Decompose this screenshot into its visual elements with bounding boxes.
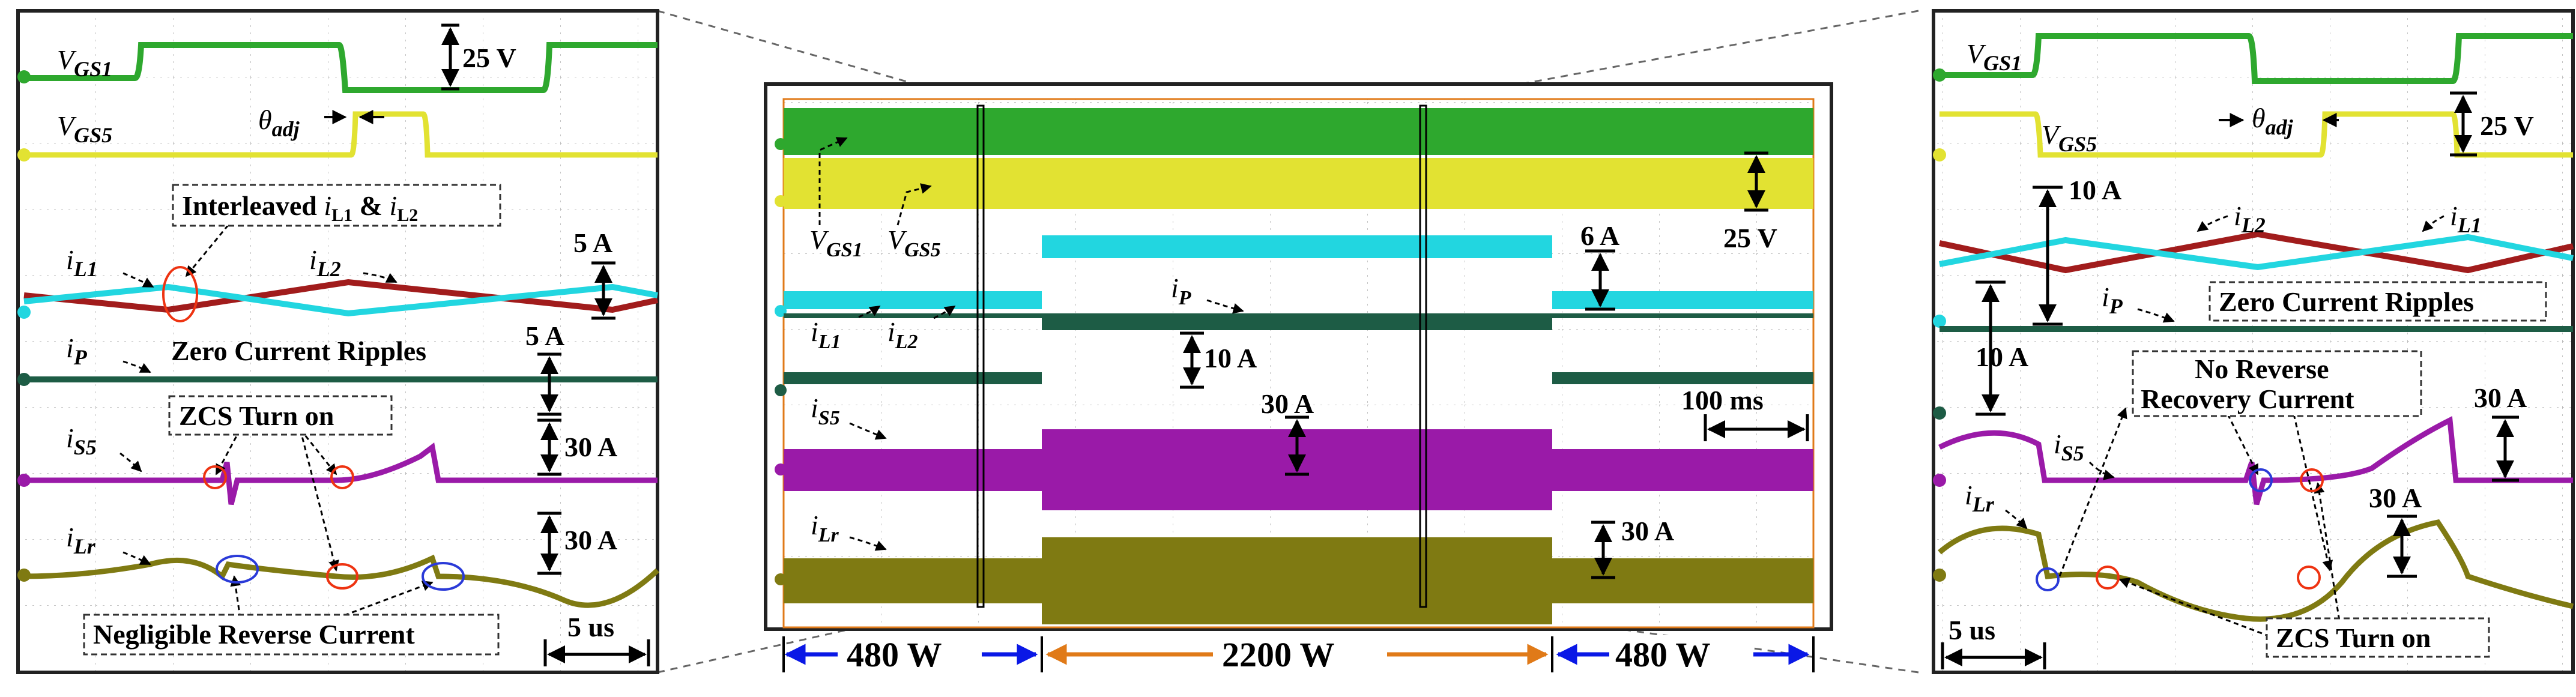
svg-text:iL1: iL1 bbox=[66, 244, 98, 281]
svg-text:iLr: iLr bbox=[66, 522, 96, 558]
negligible-label: Negligible Reverse Current bbox=[93, 619, 415, 650]
interleaved-box bbox=[172, 184, 501, 227]
il2-waveform-right bbox=[1939, 234, 2574, 271]
scale-30a-a-left: 30 A bbox=[564, 432, 617, 462]
scale-30a-b-middle: 30 A bbox=[1621, 516, 1674, 546]
no-reverse-line2: Recovery Current bbox=[2141, 384, 2354, 414]
power-label-center: 2200 W bbox=[1222, 635, 1334, 674]
scale-25v-right: 25 V bbox=[2480, 110, 2534, 141]
svg-text:VGS5: VGS5 bbox=[887, 225, 941, 261]
zcs-box-right bbox=[2266, 617, 2490, 658]
scale-30a-a-right: 30 A bbox=[2474, 382, 2527, 413]
middle-panel: VGS1 VGS5 iP iL1 iL2 iS5 iLr bbox=[764, 82, 1833, 674]
zero-ripple-label-left: Zero Current Ripples bbox=[171, 336, 426, 366]
negligible-box bbox=[83, 614, 500, 656]
svg-text:iLr: iLr bbox=[811, 510, 839, 546]
is5-waveform-right bbox=[1938, 416, 2573, 505]
power-label-right: 480 W bbox=[1615, 635, 1710, 674]
svg-text:θadj: θadj bbox=[258, 104, 300, 141]
zero-ripple-label-right: Zero Current Ripples bbox=[2219, 286, 2474, 317]
no-reverse-line1: No Reverse bbox=[2195, 354, 2329, 384]
svg-text:iS5: iS5 bbox=[2054, 429, 2084, 465]
scale-10a-left-right: 10 A bbox=[1976, 342, 2028, 372]
svg-text:iP: iP bbox=[66, 333, 88, 369]
il2-waveform-left bbox=[23, 283, 658, 317]
vgs1-waveform-right bbox=[1940, 33, 2573, 84]
svg-text:iL2: iL2 bbox=[887, 316, 918, 353]
il-cyan-middle bbox=[784, 235, 1813, 309]
svg-text:VGS1: VGS1 bbox=[57, 44, 112, 81]
svg-text:iS5: iS5 bbox=[66, 423, 97, 459]
svg-text:iL2: iL2 bbox=[2234, 201, 2266, 237]
zcs-label-left: ZCS Turn on bbox=[179, 400, 334, 431]
scale-6a-middle: 6 A bbox=[1580, 220, 1619, 251]
scale-25v-left: 25 V bbox=[462, 43, 516, 73]
vgs1-waveform-left bbox=[24, 42, 658, 93]
scale-5a-bot-left: 5 A bbox=[525, 321, 564, 351]
scale-30a-b-left: 30 A bbox=[564, 525, 617, 555]
il1-waveform-right bbox=[1938, 231, 2574, 274]
ilr-band-middle bbox=[1042, 537, 1552, 624]
right-panel-frame bbox=[1932, 9, 2575, 674]
is5-waveform-left bbox=[24, 442, 658, 505]
zcs-label-right: ZCS Turn on bbox=[2276, 623, 2431, 653]
ilr-waveform-right bbox=[1938, 519, 2574, 622]
vgs5-waveform-left bbox=[24, 111, 658, 158]
svg-text:iP: iP bbox=[1171, 273, 1191, 309]
svg-text:θadj: θadj bbox=[2252, 103, 2294, 139]
svg-text:iLr: iLr bbox=[1965, 480, 1995, 516]
scale-time-right: 5 us bbox=[1949, 615, 1995, 645]
no-reverse-box bbox=[2132, 350, 2422, 417]
right-panel: VGS1 VGS5 θadj iL2 iL1 iP iS5 iLr Zero C… bbox=[1932, 9, 2575, 674]
svg-text:VGS1: VGS1 bbox=[1967, 38, 2022, 75]
svg-text:iL1: iL1 bbox=[811, 316, 841, 353]
zcs-box-left bbox=[168, 395, 393, 436]
left-panel-frame bbox=[16, 9, 659, 674]
scale-time-middle: 100 ms bbox=[1681, 385, 1764, 415]
zero-ripple-box-right bbox=[2209, 281, 2547, 322]
scale-5a-top-left: 5 A bbox=[573, 228, 612, 258]
left-panel: VGS1 VGS5 θadj iL1 iL2 iP iS5 iLr bbox=[16, 9, 660, 674]
scale-time-left: 5 us bbox=[567, 612, 614, 642]
vgs1-band-middle bbox=[784, 108, 1813, 155]
il1-waveform-left bbox=[23, 279, 659, 313]
scale-10a-top-right: 10 A bbox=[2069, 175, 2121, 205]
svg-text:VGS5: VGS5 bbox=[57, 110, 112, 147]
scale-30a-b-right: 30 A bbox=[2369, 483, 2422, 513]
scale-10a-middle: 10 A bbox=[1204, 343, 1257, 373]
svg-text:VGS1: VGS1 bbox=[809, 225, 863, 261]
svg-text:Interleaved iL1 & iL2: Interleaved iL1 & iL2 bbox=[182, 190, 418, 225]
scale-25v-middle: 25 V bbox=[1723, 223, 1777, 253]
scale-30a-a-middle: 30 A bbox=[1261, 388, 1314, 419]
ip-band-middle bbox=[1042, 313, 1552, 330]
svg-text:iL2: iL2 bbox=[309, 244, 341, 281]
svg-text:iL1: iL1 bbox=[2450, 201, 2482, 237]
vgs5-band-middle bbox=[784, 158, 1813, 209]
svg-text:iP: iP bbox=[2102, 282, 2123, 318]
power-label-left: 480 W bbox=[847, 635, 942, 674]
svg-text:VGS5: VGS5 bbox=[2042, 119, 2097, 156]
svg-text:iS5: iS5 bbox=[811, 393, 840, 429]
